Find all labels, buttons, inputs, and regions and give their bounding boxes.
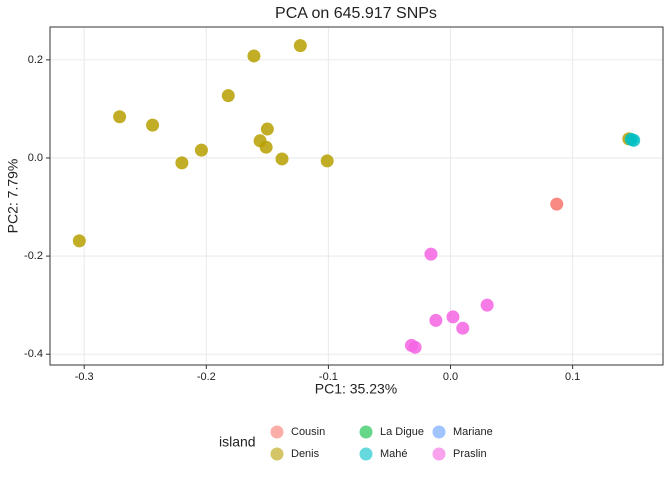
point [480, 298, 494, 312]
x-tick-label: -0.2 [197, 371, 216, 383]
point [72, 234, 86, 248]
legend-key [270, 425, 284, 439]
point [408, 340, 422, 354]
point [194, 143, 208, 157]
point [221, 89, 235, 103]
legend-label: Denis [291, 448, 320, 460]
x-tick-label: -0.1 [319, 371, 338, 383]
x-tick-label: -0.3 [75, 371, 94, 383]
y-axis-label: PC2: 7.79% [5, 159, 21, 234]
legend-label: Cousin [291, 426, 325, 438]
point [146, 118, 160, 132]
legend-key [270, 447, 284, 461]
legend-key [359, 425, 373, 439]
x-tick-label: 0.0 [443, 371, 458, 383]
point [456, 321, 470, 335]
legend-key [432, 447, 446, 461]
point [260, 122, 274, 136]
legend-label: La Digue [380, 426, 424, 438]
y-tick-label: -0.4 [24, 348, 43, 360]
point [446, 310, 460, 324]
point [429, 313, 443, 327]
y-tick-label: -0.2 [24, 250, 43, 262]
point [275, 152, 289, 166]
legend-label: Mahé [380, 448, 408, 460]
point [627, 133, 641, 147]
legend-key [359, 447, 373, 461]
legend-label: Mariane [453, 426, 493, 438]
chart-title: PCA on 645.917 SNPs [275, 5, 437, 22]
point [175, 156, 189, 170]
x-axis-label: PC1: 35.23% [315, 381, 398, 397]
point [259, 140, 273, 154]
point [293, 39, 307, 53]
point [113, 110, 127, 124]
y-tick-label: 0.0 [28, 152, 43, 164]
point [320, 154, 334, 168]
point [550, 197, 564, 211]
legend-label: Praslin [453, 448, 487, 460]
plot-border [49, 26, 664, 366]
legend-key [432, 425, 446, 439]
point [424, 247, 438, 261]
point [247, 49, 261, 63]
y-tick-label: 0.2 [28, 54, 43, 66]
x-tick-label: 0.1 [565, 371, 580, 383]
legend-title: island [219, 434, 256, 450]
